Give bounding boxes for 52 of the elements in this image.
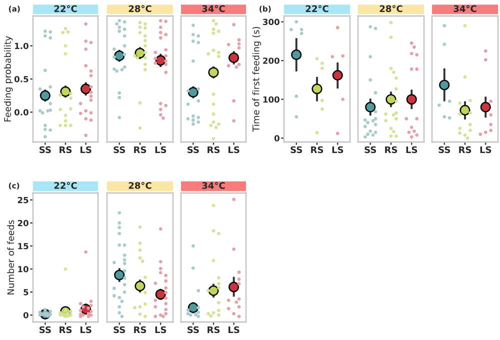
y-tick-label: 200 (263, 58, 280, 64)
x-tick-label: LS (480, 146, 492, 154)
y-tick-label: 15 (18, 243, 28, 250)
x-tick-label: LS (228, 326, 240, 334)
x-tick-label: LS (406, 146, 418, 154)
y-axis-title: Feeding probability (4, 36, 13, 122)
x-tick-label: SS (40, 326, 51, 334)
y-tick-label: 100 (263, 96, 280, 103)
chart-title: 28°C (128, 182, 152, 189)
x-tick-label: RS (60, 326, 72, 334)
y-tick-label: 0 (274, 135, 280, 142)
x-tick-label: SS (290, 146, 302, 154)
x-tick-label: SS (188, 146, 199, 154)
x-tick-label: SS (188, 326, 199, 334)
x-tick-label: RS (134, 146, 146, 154)
x-tick-label: LS (80, 146, 92, 154)
y-tick-label: 0 (23, 312, 28, 318)
x-tick-label: RS (208, 146, 220, 154)
x-tick-label: RS (60, 146, 72, 154)
x-tick-label: RS (385, 146, 398, 154)
x-tick-label: LS (155, 326, 166, 334)
x-tick-label: SS (40, 146, 51, 154)
chart-title: 34°C (202, 5, 225, 12)
x-tick-label: RS (459, 146, 472, 154)
y-tick-label: 0.0 (14, 109, 28, 116)
chart-title: 22°C (306, 5, 328, 12)
x-tick-label: LS (228, 146, 240, 154)
x-tick-label: LS (332, 146, 344, 154)
x-tick-label: SS (114, 146, 126, 154)
x-tick-label: RS (208, 326, 220, 334)
chart-title: 34°C (454, 5, 476, 12)
y-tick-label: 25 (18, 196, 28, 204)
y-axis-title: Time of first feeding (s) (252, 26, 262, 132)
x-tick-label: SS (364, 146, 376, 154)
y-tick-label: 5 (24, 289, 28, 296)
x-tick-label: RS (311, 146, 324, 154)
chart-title: 22°C (54, 182, 77, 189)
x-tick-label: LS (80, 326, 92, 334)
y-tick-label: 20 (18, 220, 28, 226)
chart-title: 28°C (380, 5, 402, 12)
chart-title: 34°C (202, 182, 225, 189)
x-tick-label: SS (438, 146, 450, 154)
x-tick-label: LS (155, 146, 166, 154)
y-axis-title: Number of feeds (7, 220, 14, 294)
y-tick-label: 300 (262, 18, 280, 26)
y-tick-label: 10 (18, 266, 28, 272)
y-tick-label: 0.5 (14, 76, 28, 82)
x-tick-label: SS (114, 326, 126, 334)
chart-title: 28°C (128, 5, 152, 12)
y-tick-label: 1.0 (15, 42, 28, 50)
x-tick-label: RS (134, 326, 146, 334)
chart-title: 22°C (54, 5, 77, 12)
